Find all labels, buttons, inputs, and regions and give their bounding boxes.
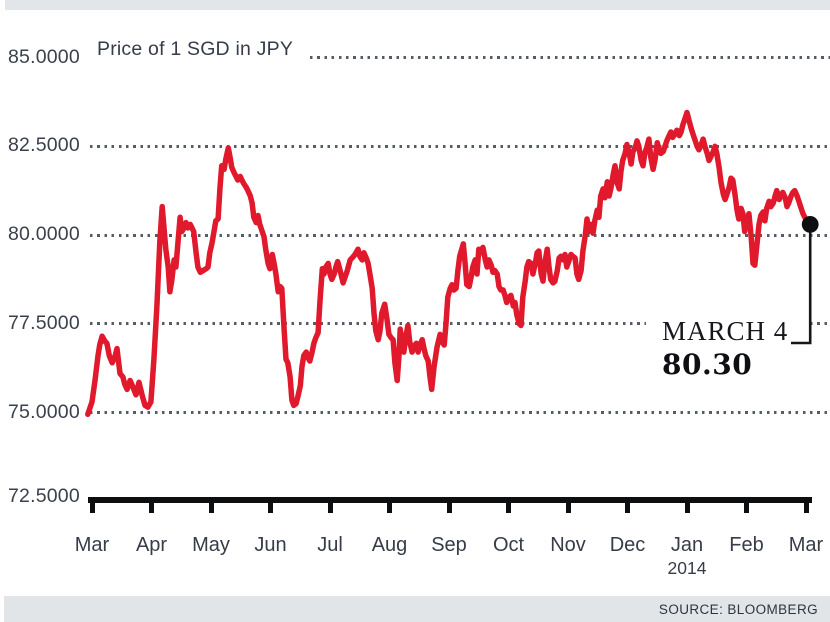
annotation-value: 80.30 [662,348,753,381]
x-tick-apr [149,500,154,513]
y-axis-label: 75.0000 [8,400,80,423]
gridline-80 [90,233,830,237]
x-tick-feb [744,500,749,513]
y-axis-label: 85.0000 [8,45,80,68]
month-label-mar: Mar [74,534,110,556]
month-label-feb: Feb [729,534,764,556]
annotation-date: MARCH 4 [662,316,789,346]
x-tick-nov [565,500,571,513]
x-tick-jun [268,500,273,513]
x-tick-mar [89,500,95,513]
y-axis-label: 80.0000 [8,223,80,246]
month-label-dec: Dec [609,534,646,556]
top-divider-bar [5,0,830,10]
month-label-jul: Jul [317,534,343,556]
chart-title: Price of 1 SGD in JPY [97,38,294,60]
gridline-85 [310,56,830,59]
x-tick-aug [387,500,392,513]
gridline-75 [90,411,830,414]
y-axis-label: 72.5000 [8,485,80,508]
gridline-82.5 [90,144,830,148]
y-axis-label: 77.5000 [8,311,80,334]
month-label-aug: Aug [371,534,408,556]
month-label-jun: Jun [254,534,287,556]
x-axis-line [88,497,812,503]
x-tick-mar [803,500,809,513]
month-label-mar: Mar [788,534,824,556]
source-bar: SOURCE: BLOOMBERG [4,596,830,622]
year-label: 2014 [667,558,707,578]
month-label-jan: Jan 2014 [652,534,722,579]
x-tick-dec [625,500,630,513]
x-tick-jan [684,500,690,513]
x-tick-may [208,500,214,513]
month-label-apr: Apr [135,534,168,556]
latest-point-annotation: MARCH 4 80.30 [646,315,808,393]
month-label-nov: Nov [550,534,586,556]
x-tick-oct [506,500,511,513]
endpoint-dot [801,216,819,233]
x-tick-jul [327,500,333,513]
source-text: SOURCE: BLOOMBERG [658,601,818,617]
month-label-sep: Sep [431,534,467,556]
month-label-oct: Oct [492,534,525,556]
x-tick-sep [446,500,452,513]
y-axis-label: 82.5000 [8,134,80,157]
month-label-may: May [192,534,230,556]
